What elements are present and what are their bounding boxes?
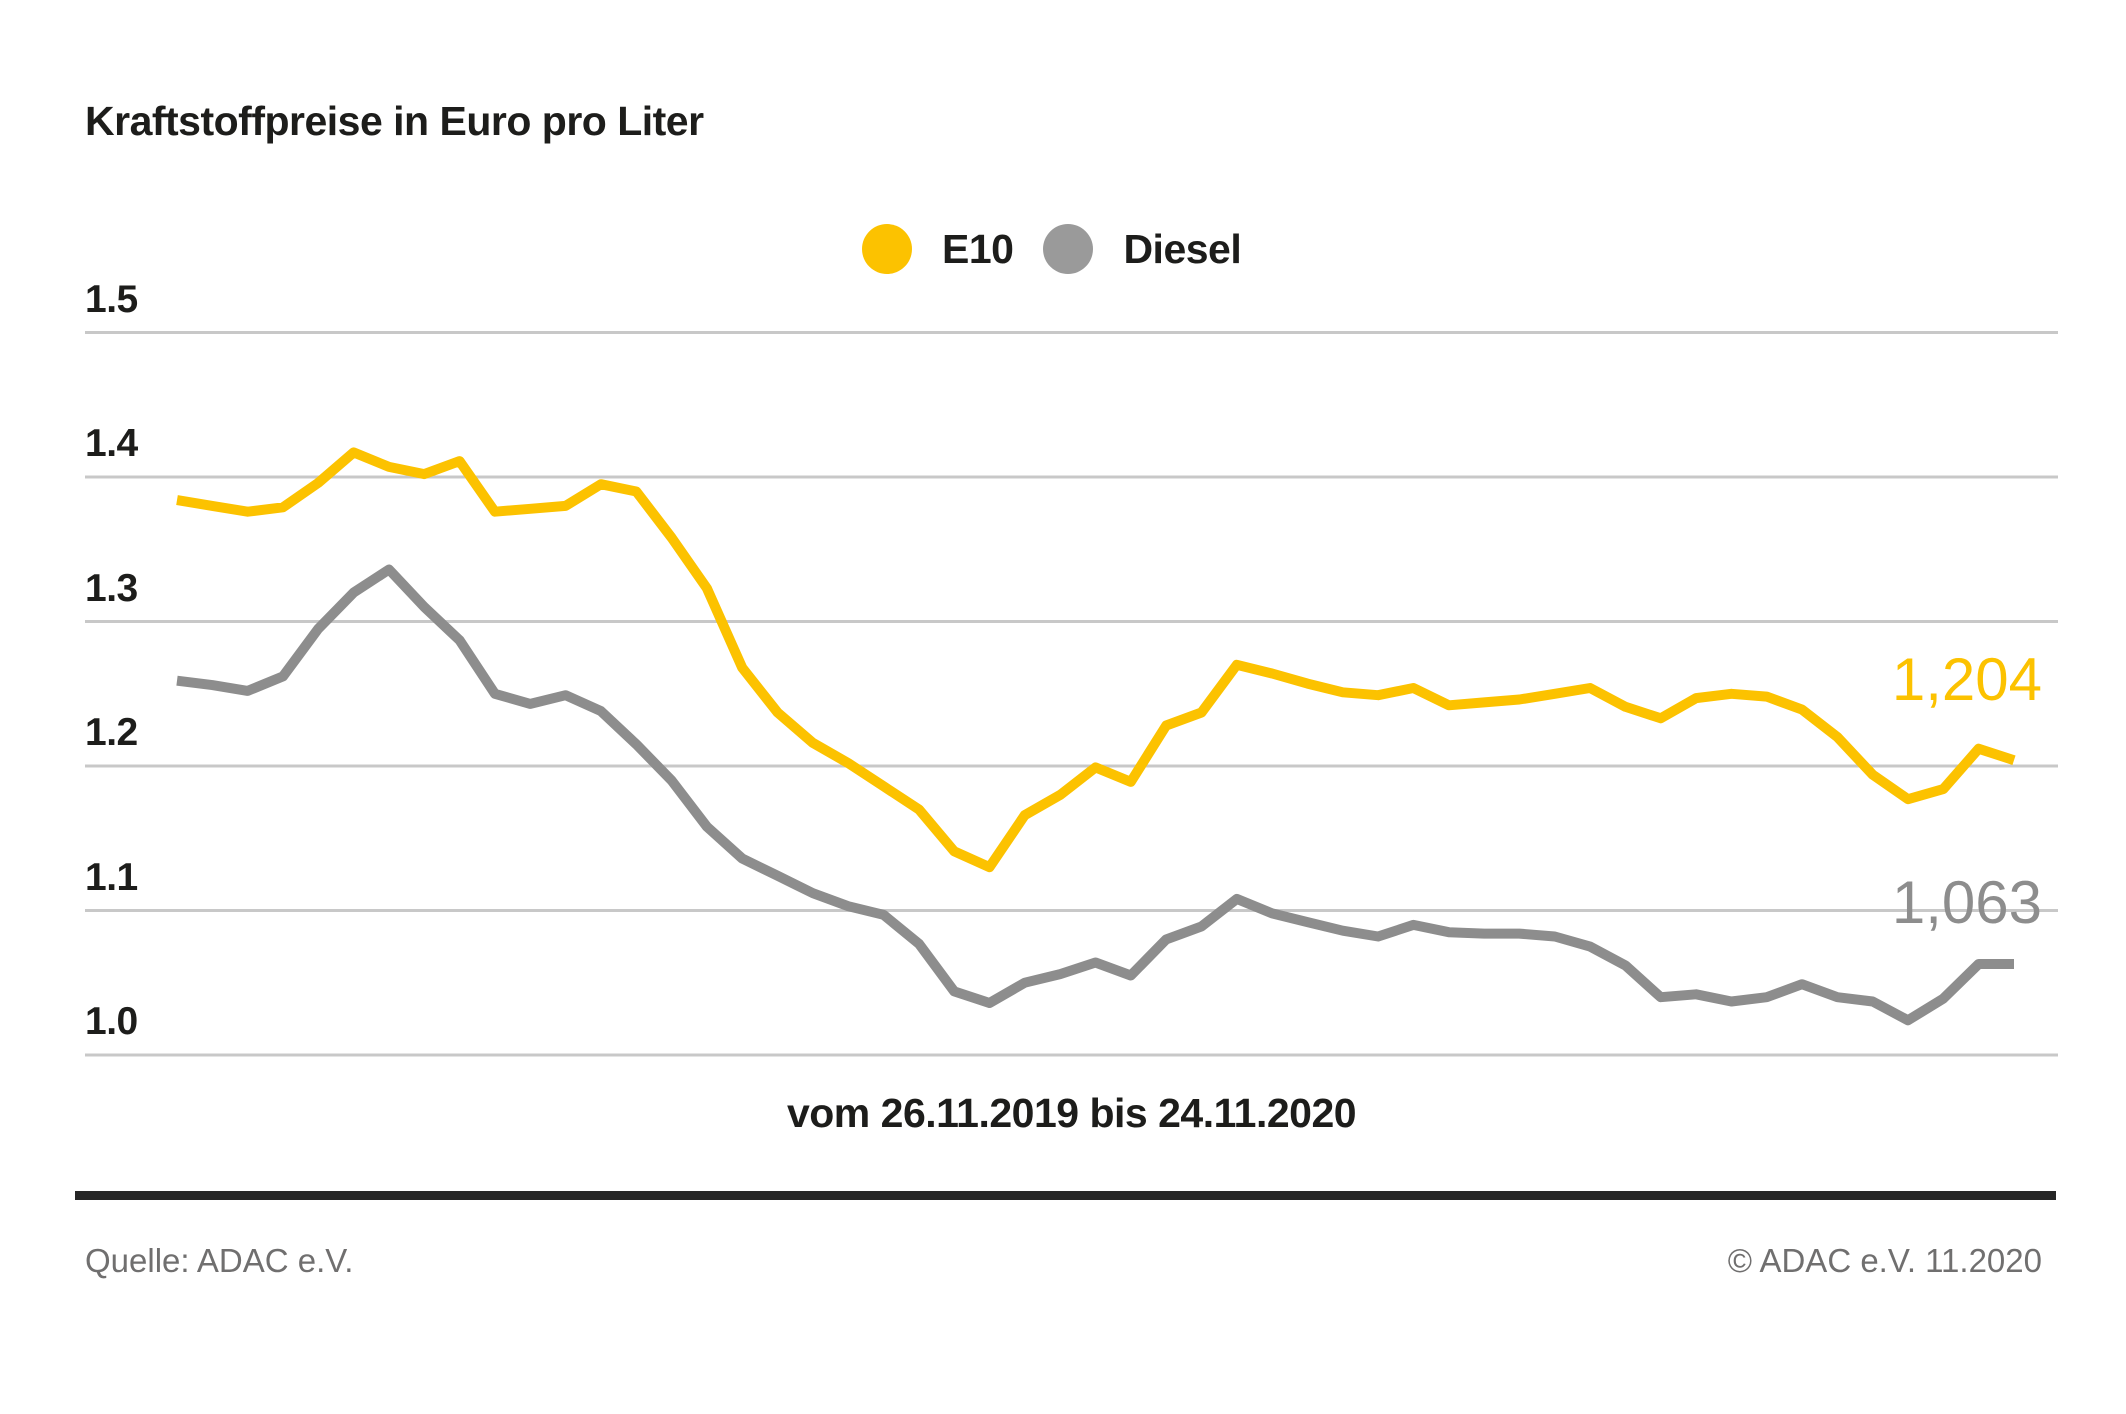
diesel-dot-icon [1043,224,1094,274]
e10-dot-icon [862,224,912,274]
copyright-text: © ADAC e.V. 11.2020 [1727,1242,2042,1279]
legend-item-diesel: Diesel [1043,224,1242,274]
legend-label-diesel: Diesel [1123,225,1242,272]
y-axis-tick-label: 1.3 [85,566,138,610]
diesel-end-value-label: 1,063 [1891,869,2042,936]
series-line-e10 [176,447,2016,873]
legend-label-e10: E10 [942,225,1014,272]
series-line-diesel [176,564,2014,1026]
x-axis-caption: vom 26.11.2019 bis 24.11.2020 [786,1090,1357,1136]
y-axis-tick-label: 1.0 [85,1000,138,1043]
y-axis-tick-label: 1.5 [85,277,138,321]
footer-separator-line [75,1191,2056,1200]
y-axis-tick-label: 1.4 [85,422,138,465]
legend-item-e10: E10 [862,224,1014,274]
page-title: Kraftstoffpreise in Euro pro Liter [85,98,704,144]
source-text: Quelle: ADAC e.V. [85,1242,354,1279]
legend: E10 Diesel [862,223,1242,275]
y-axis-tick-label: 1.2 [85,711,138,754]
e10-end-value-label: 1,204 [1891,646,2042,713]
y-axis-tick-label: 1.1 [85,855,138,899]
